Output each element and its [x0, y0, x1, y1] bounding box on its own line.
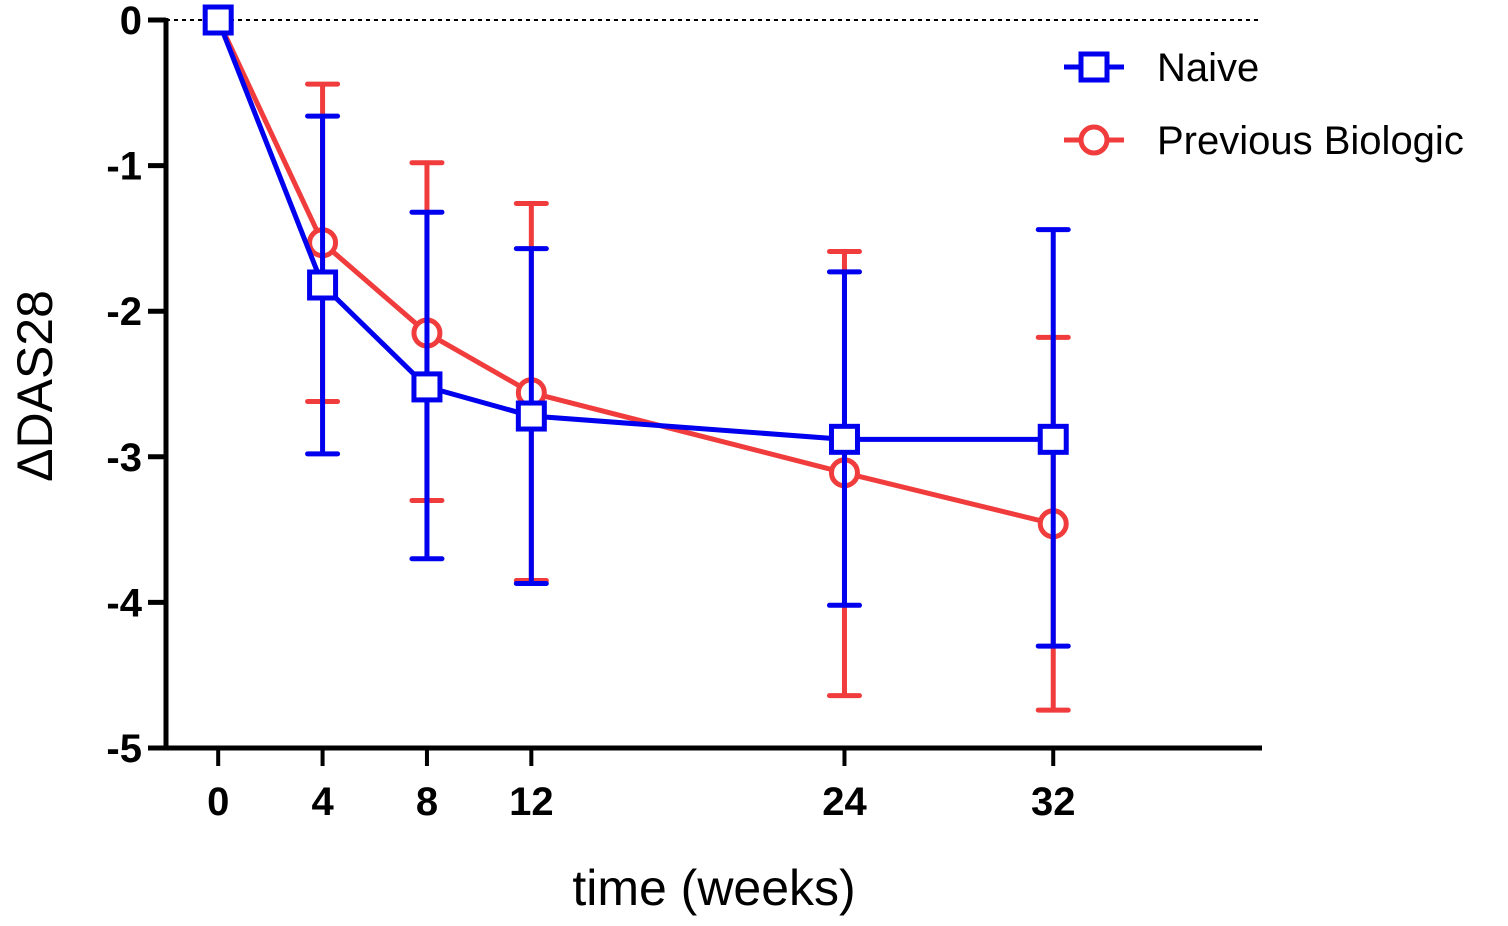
y-axis-title: ΔDAS28 [7, 290, 63, 482]
x-tick-label: 0 [207, 780, 229, 824]
x-tick-label: 24 [822, 780, 867, 824]
legend-label: Previous Biologic [1157, 119, 1464, 163]
x-tick-label: 12 [509, 780, 554, 824]
legend-label: Naive [1157, 46, 1259, 90]
previous-biologic-line [215, 18, 1054, 527]
naive-point [411, 371, 443, 403]
y-tick-label: 0 [120, 0, 142, 43]
series-previous-biologic [202, 4, 1071, 713]
naive-line [215, 19, 1054, 442]
y-tick-label: -3 [106, 436, 142, 480]
naive-point [828, 423, 860, 455]
x-tick-label: 8 [416, 780, 438, 824]
y-tick-label: -2 [106, 290, 142, 334]
legend-item-previous-biologic: Previous Biologic [1064, 119, 1464, 163]
naive-point [515, 400, 547, 432]
y-tick-label: -1 [106, 145, 142, 189]
legend-square-marker-icon [1078, 51, 1110, 83]
x-axis-title: time (weeks) [572, 860, 855, 916]
y-tick-label: -4 [106, 581, 142, 625]
legend-circle-marker-icon [1078, 124, 1110, 156]
legend: Naive Previous Biologic [1064, 46, 1464, 163]
legend-item-naive: Naive [1064, 46, 1259, 90]
axes: 0 -1 -2 -3 -4 -5 0 4 8 12 24 32 [106, 0, 1262, 824]
naive-point [307, 269, 339, 301]
series-naive [202, 4, 1071, 649]
x-tick-label: 4 [311, 780, 334, 824]
naive-point [202, 4, 234, 36]
y-tick-label: -5 [106, 727, 142, 771]
x-tick-label: 32 [1031, 780, 1076, 824]
naive-point [1037, 423, 1069, 455]
